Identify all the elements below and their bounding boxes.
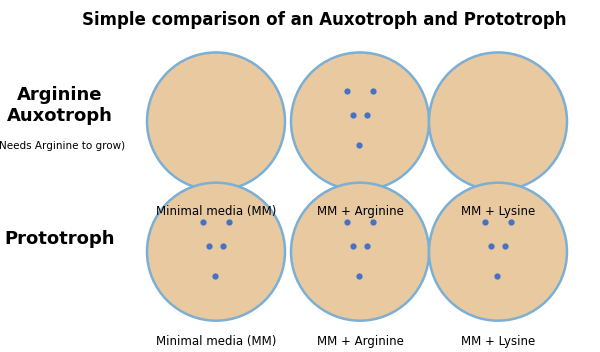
Text: MM + Lysine: MM + Lysine <box>461 335 535 348</box>
Ellipse shape <box>429 183 567 321</box>
Ellipse shape <box>291 183 429 321</box>
Ellipse shape <box>291 52 429 190</box>
Text: Minimal media (MM): Minimal media (MM) <box>156 205 276 218</box>
Text: Simple comparison of an Auxotroph and Prototroph: Simple comparison of an Auxotroph and Pr… <box>82 11 566 29</box>
Text: (Needs Arginine to grow): (Needs Arginine to grow) <box>0 141 125 151</box>
Text: MM + Arginine: MM + Arginine <box>317 205 403 218</box>
Text: Minimal media (MM): Minimal media (MM) <box>156 335 276 348</box>
Text: MM + Arginine: MM + Arginine <box>317 335 403 348</box>
Text: Prototroph: Prototroph <box>5 230 115 249</box>
Ellipse shape <box>147 183 285 321</box>
Text: Arginine
Auxotroph: Arginine Auxotroph <box>7 86 113 125</box>
Text: MM + Lysine: MM + Lysine <box>461 205 535 218</box>
Ellipse shape <box>147 52 285 190</box>
Ellipse shape <box>429 52 567 190</box>
